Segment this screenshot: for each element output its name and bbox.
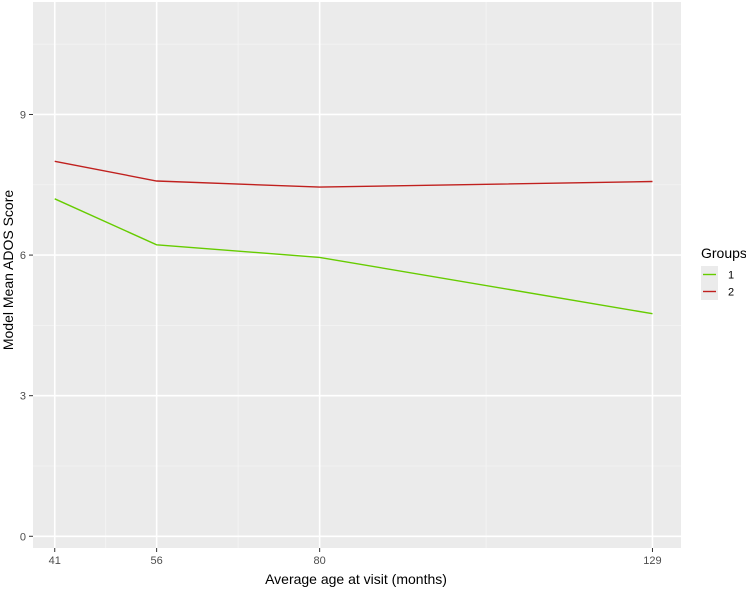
- series-line-2: [54, 160, 653, 188]
- legend-items: 12: [701, 266, 734, 300]
- legend: Groups 12: [701, 245, 746, 300]
- grid-minor: [33, 2, 681, 548]
- y-axis-ticks: 0 3 6 9: [20, 109, 33, 543]
- grid-major: [33, 2, 681, 548]
- y-tick-label: 6: [20, 250, 26, 262]
- x-tick-label: 80: [314, 555, 326, 567]
- x-tick-label: 41: [49, 555, 61, 567]
- series-lines: [54, 160, 653, 315]
- legend-label-2: 2: [728, 287, 734, 299]
- x-tick-label: 56: [150, 555, 162, 567]
- series-line-1: [54, 198, 653, 315]
- y-tick-label: 9: [20, 109, 26, 121]
- y-axis-title: Model Mean ADOS Score: [0, 190, 16, 351]
- y-tick-label: 0: [20, 531, 26, 543]
- x-tick-label: 129: [643, 555, 661, 567]
- x-axis-ticks: 41 56 80 129: [49, 548, 662, 567]
- legend-label-1: 1: [728, 270, 734, 282]
- x-axis-title: Average age at visit (months): [265, 571, 447, 587]
- legend-title: Groups: [701, 245, 746, 261]
- plot-panel: [33, 2, 681, 548]
- y-tick-label: 3: [20, 391, 26, 403]
